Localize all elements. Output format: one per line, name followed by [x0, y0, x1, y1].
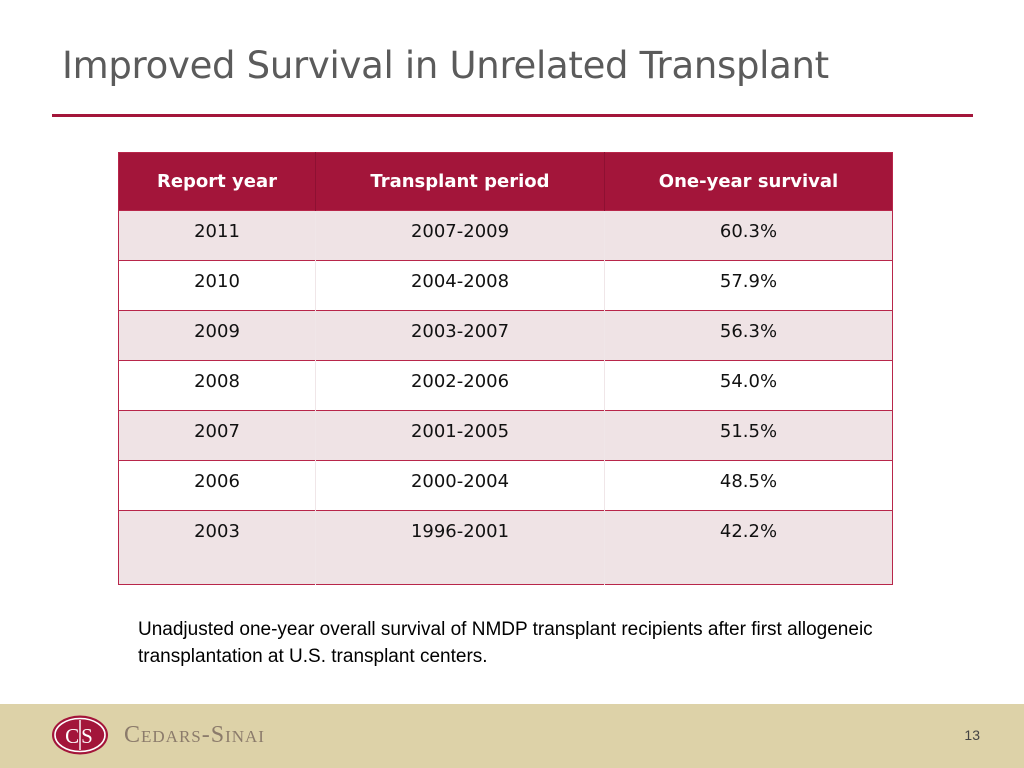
slide-title: Improved Survival in Unrelated Transplan…	[62, 44, 829, 87]
cell-transplant-period: 2007-2009	[315, 210, 605, 261]
header-one-year-survival: One-year survival	[604, 152, 893, 211]
cedars-sinai-logo-icon: CS	[52, 715, 108, 755]
header-report-year: Report year	[118, 152, 316, 211]
cell-transplant-period: 2000-2004	[315, 460, 605, 511]
cell-transplant-period: 2002-2006	[315, 360, 605, 411]
survival-table: Report year Transplant period One-year s…	[118, 152, 893, 585]
cell-transplant-period: 2001-2005	[315, 410, 605, 461]
cell-transplant-period: 1996-2001	[315, 510, 605, 585]
table-row: 2007 2001-2005 51.5%	[118, 410, 893, 461]
cell-one-year-survival: 54.0%	[604, 360, 893, 411]
cell-one-year-survival: 42.2%	[604, 510, 893, 585]
header-transplant-period: Transplant period	[315, 152, 605, 211]
table-header-row: Report year Transplant period One-year s…	[118, 152, 893, 211]
cell-transplant-period: 2004-2008	[315, 260, 605, 311]
logo-mark-letters: CS	[65, 724, 95, 748]
cell-one-year-survival: 60.3%	[604, 210, 893, 261]
logo-wordmark: Cedars-Sinai	[124, 722, 265, 748]
cell-report-year: 2011	[118, 210, 316, 261]
cell-report-year: 2006	[118, 460, 316, 511]
cell-one-year-survival: 51.5%	[604, 410, 893, 461]
cell-one-year-survival: 57.9%	[604, 260, 893, 311]
cell-report-year: 2008	[118, 360, 316, 411]
table-caption: Unadjusted one-year overall survival of …	[138, 619, 873, 667]
page-number: 13	[964, 727, 980, 743]
table-row: 2009 2003-2007 56.3%	[118, 310, 893, 361]
cell-report-year: 2010	[118, 260, 316, 311]
table-row: 2003 1996-2001 42.2%	[118, 510, 893, 585]
footer-bar	[0, 704, 1024, 768]
cell-report-year: 2003	[118, 510, 316, 585]
table-row: 2011 2007-2009 60.3%	[118, 210, 893, 261]
cell-transplant-period: 2003-2007	[315, 310, 605, 361]
cell-report-year: 2009	[118, 310, 316, 361]
table-row: 2008 2002-2006 54.0%	[118, 360, 893, 411]
title-divider	[52, 114, 973, 117]
table-row: 2010 2004-2008 57.9%	[118, 260, 893, 311]
cell-one-year-survival: 56.3%	[604, 310, 893, 361]
cell-one-year-survival: 48.5%	[604, 460, 893, 511]
table-row: 2006 2000-2004 48.5%	[118, 460, 893, 511]
cell-report-year: 2007	[118, 410, 316, 461]
